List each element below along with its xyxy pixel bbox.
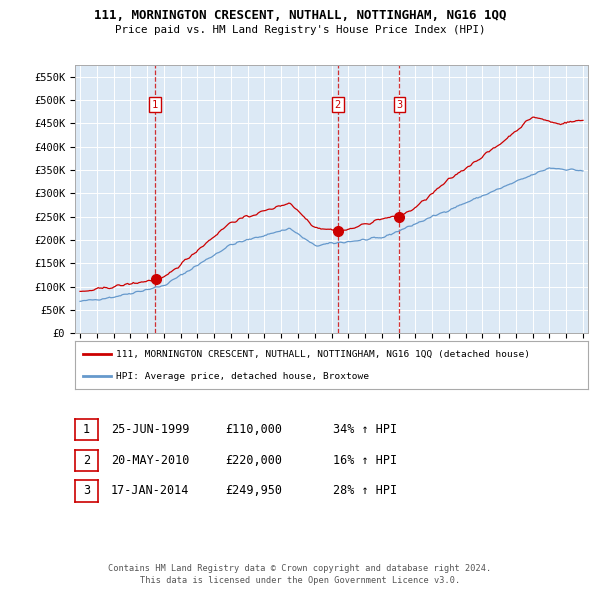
Text: £220,000: £220,000: [225, 454, 282, 467]
Text: 17-JAN-2014: 17-JAN-2014: [111, 484, 190, 497]
Text: 2: 2: [83, 454, 90, 467]
Text: HPI: Average price, detached house, Broxtowe: HPI: Average price, detached house, Brox…: [116, 372, 369, 381]
Text: 25-JUN-1999: 25-JUN-1999: [111, 423, 190, 436]
Text: Contains HM Land Registry data © Crown copyright and database right 2024.: Contains HM Land Registry data © Crown c…: [109, 565, 491, 573]
Text: 1: 1: [152, 100, 158, 110]
Text: £110,000: £110,000: [225, 423, 282, 436]
Text: 3: 3: [83, 484, 90, 497]
Text: 28% ↑ HPI: 28% ↑ HPI: [333, 484, 397, 497]
Text: £249,950: £249,950: [225, 484, 282, 497]
Text: 34% ↑ HPI: 34% ↑ HPI: [333, 423, 397, 436]
Text: Price paid vs. HM Land Registry's House Price Index (HPI): Price paid vs. HM Land Registry's House …: [115, 25, 485, 35]
Text: 2: 2: [335, 100, 341, 110]
Text: This data is licensed under the Open Government Licence v3.0.: This data is licensed under the Open Gov…: [140, 576, 460, 585]
Text: 20-MAY-2010: 20-MAY-2010: [111, 454, 190, 467]
Text: 111, MORNINGTON CRESCENT, NUTHALL, NOTTINGHAM, NG16 1QQ (detached house): 111, MORNINGTON CRESCENT, NUTHALL, NOTTI…: [116, 350, 530, 359]
Text: 111, MORNINGTON CRESCENT, NUTHALL, NOTTINGHAM, NG16 1QQ: 111, MORNINGTON CRESCENT, NUTHALL, NOTTI…: [94, 9, 506, 22]
Text: 16% ↑ HPI: 16% ↑ HPI: [333, 454, 397, 467]
Text: 3: 3: [396, 100, 403, 110]
Text: 1: 1: [83, 423, 90, 436]
